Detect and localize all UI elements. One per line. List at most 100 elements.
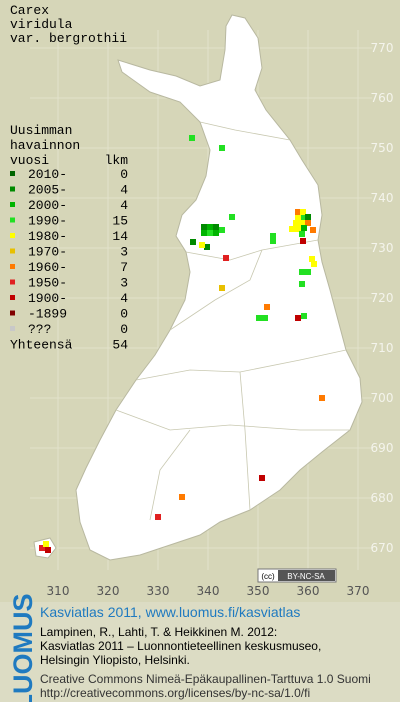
y-tick-label: 680 [371,491,394,505]
legend: Uusimman havainnon vuosi lkm 2010- 0 2005-… [10,123,128,353]
legend-count: 3 [120,276,128,291]
x-tick-label: 330 [147,584,170,598]
y-tick-label: 760 [371,91,394,105]
observation [300,238,306,244]
legend-swatch [10,279,15,285]
observation [299,269,305,275]
x-tick-label: 350 [247,584,270,598]
observation [223,255,229,261]
legend-total: 54 [112,338,128,353]
observation [262,315,268,321]
observation [301,215,307,221]
legend-label: 1960- [28,260,67,275]
badge-cc: (cc) [261,572,275,581]
observation [179,494,185,500]
badge-fill [278,570,335,581]
legend-label: -1899 [28,307,67,322]
legend-swatch [10,310,15,316]
observation [299,220,305,226]
observation [264,304,270,310]
logo: LUOMUS [8,594,38,702]
observation [155,514,161,520]
species-name: Carex [10,3,49,18]
observation [299,231,305,237]
license-badge: (cc) BY-NC-SA [257,568,337,583]
observation [310,227,316,233]
y-tick-label: 690 [371,441,394,455]
footer-heading: Kasviatlas 2011, www.luomus.fi/kasviatla… [40,604,300,620]
legend-swatch [10,186,15,192]
license-url: http://creativecommons.org/licenses/by-n… [40,686,310,700]
legend-swatch [10,171,15,176]
observation [219,145,225,151]
observation [305,220,311,226]
legend-header: havainnon [10,138,80,153]
legend-label: 2005- [28,183,67,198]
legend-label: 1970- [28,245,67,260]
observation [201,230,207,236]
observation [305,214,311,220]
observation [207,230,213,236]
legend-label: 1980- [28,229,67,244]
y-tick-label: 730 [371,241,394,255]
x-tick-label: 360 [297,584,320,598]
legend-label: 1990- [28,214,67,229]
legend-swatch [10,264,15,269]
legend-swatch [10,326,15,331]
observation [190,239,196,245]
legend-label: ??? [28,322,51,337]
observation [213,224,219,230]
legend-count: 0 [120,307,128,322]
observation [293,220,299,226]
citation: Kasviatlas 2011 – Luonnontieteellinen ke… [40,639,321,653]
observation [270,238,276,244]
observation [201,224,207,230]
legend-count: 0 [120,322,128,337]
observation [300,209,306,215]
observation [301,313,307,319]
legend-label: 2010- [28,167,67,182]
legend-label: 2000- [28,198,67,213]
y-tick-label: 740 [371,191,394,205]
x-tick-label: 370 [347,584,370,598]
legend-total-label: Yhteensä [10,338,73,353]
legend-count: 0 [120,167,128,182]
observation [256,315,262,321]
observation [295,209,301,215]
legend-count: 14 [112,229,128,244]
observation [270,233,276,239]
observation [301,225,307,231]
legend-swatch [10,217,15,223]
legend-count: 3 [120,245,128,260]
y-tick-label: 750 [371,141,394,155]
observation [43,541,49,547]
legend-swatch [10,248,15,254]
observation [295,315,301,321]
legend-count: 15 [112,214,128,229]
legend-swatch [10,295,15,300]
observation [207,224,213,230]
observation [199,242,205,248]
legend-count: 4 [120,198,128,213]
legend-count: 4 [120,291,128,306]
x-tick-label: 320 [97,584,120,598]
observation [305,269,311,275]
observation [213,230,219,236]
footer-background [0,602,400,702]
observation [229,214,235,220]
observation [311,261,317,267]
observation [219,285,225,291]
observation [219,227,225,233]
observation [289,226,295,232]
legend-count: 4 [120,183,128,198]
y-tick-label: 770 [371,41,394,55]
y-tick-label: 700 [371,391,394,405]
observation [309,256,315,262]
observation [259,475,265,481]
observation [319,395,325,401]
observations [39,135,325,553]
badge-text: BY-NC-SA [287,572,325,581]
